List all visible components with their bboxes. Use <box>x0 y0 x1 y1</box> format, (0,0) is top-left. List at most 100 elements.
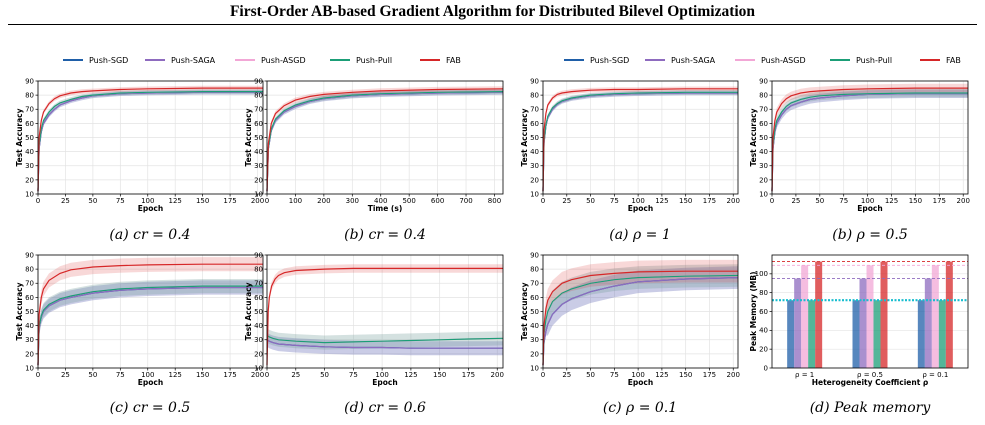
bar-push-asgd <box>801 265 809 368</box>
series-band-fab <box>267 264 503 368</box>
y-tick-label: 70 <box>759 106 768 114</box>
y-tick-label: 30 <box>25 336 34 344</box>
series-band-push-asgd <box>543 90 738 194</box>
series-line-push-saga <box>542 92 738 192</box>
y-tick-label: 50 <box>759 134 768 142</box>
legend-left: Push-SGD Push-SAGA Push-ASGD Push-Pull FAB <box>63 56 461 65</box>
x-tick-label: 150 <box>679 197 692 205</box>
legend-label-push-pull: Push-Pull <box>356 56 392 65</box>
x-tick-label: 300 <box>346 197 359 205</box>
x-tick-label: 100 <box>141 371 154 379</box>
x-axis-label: Epoch <box>857 204 882 213</box>
series-band-push-saga <box>772 89 968 194</box>
series-band-push-sgd <box>267 332 503 356</box>
x-axis-label: Epoch <box>628 204 653 213</box>
y-tick-label: 80 <box>25 92 34 100</box>
x-tick-label: 400 <box>374 197 387 205</box>
chart-b-cr-0.4-time: 0 100 200 300 400 500 600 700 800 10 20 30 40 50 60 70 8… <box>244 77 504 213</box>
x-tick-label: 125 <box>655 197 668 205</box>
x-tick-label: 75 <box>610 371 619 379</box>
series-line-push-pull <box>266 334 504 344</box>
chart-a-rho-1: 0 25 50 75 100 125 150 175 200 10 20 30 40 50 60 70 80 90… <box>520 77 740 213</box>
x-tick-label: 75 <box>349 371 358 379</box>
x-axis-label: Epoch <box>138 204 163 213</box>
legend-label-push-saga: Push-SAGA <box>171 56 216 65</box>
x-tick-label: 50 <box>815 197 824 205</box>
y-tick-label: 60 <box>530 294 539 302</box>
x-tick-label: 100 <box>631 197 644 205</box>
x-tick-label: 175 <box>462 371 475 379</box>
y-axis-label: Test Accuracy <box>15 282 24 340</box>
bar-fab <box>945 261 953 368</box>
caption-4: (a) ρ = 1 <box>609 227 671 243</box>
y-tick-label: 80 <box>530 266 539 274</box>
series-band-push-saga <box>38 280 263 368</box>
legend-label-fab: FAB <box>946 56 961 65</box>
x-tick-label: 100 <box>861 197 874 205</box>
y-tick-label: 70 <box>25 106 34 114</box>
series-band-push-pull <box>772 88 968 194</box>
x-tick-label: 500 <box>402 197 415 205</box>
y-tick-label: 80 <box>759 289 768 297</box>
x-tick-label: 0 <box>770 197 774 205</box>
series-band-push-pull <box>267 328 503 350</box>
x-axis-label: Epoch <box>372 378 397 387</box>
series-line-push-saga <box>771 93 968 192</box>
x-tick-label: 700 <box>459 197 472 205</box>
y-tick-label: 70 <box>25 280 34 288</box>
series-band-push-asgd <box>38 89 263 194</box>
y-tick-label: 50 <box>25 308 34 316</box>
y-tick-label: 50 <box>254 308 263 316</box>
y-tick-label: 30 <box>254 336 263 344</box>
x-tick-label: 200 <box>727 197 740 205</box>
x-tick-label: 100 <box>375 371 388 379</box>
y-tick-label: 20 <box>759 346 768 354</box>
series-line-push-sgd <box>37 91 263 192</box>
bar-push-pull <box>938 300 946 368</box>
bar-push-saga <box>859 278 867 368</box>
y-tick-label: 70 <box>530 106 539 114</box>
y-tick-label: 50 <box>530 308 539 316</box>
y-tick-label: 40 <box>759 148 768 156</box>
y-tick-label: 20 <box>530 176 539 184</box>
y-tick-label: 90 <box>25 251 34 259</box>
series-line-push-saga <box>37 91 263 192</box>
series-line-fab <box>37 263 263 366</box>
y-tick-label: 40 <box>254 322 263 330</box>
x-tick-label: 25 <box>791 197 800 205</box>
series-line-fab <box>771 87 968 192</box>
series-band-push-saga <box>267 332 503 356</box>
series-band-fab <box>772 83 968 194</box>
x-tick-label: ρ = 0.5 <box>857 371 883 379</box>
caption-1: (b) cr = 0.4 <box>344 227 426 243</box>
x-tick-label: 25 <box>61 197 70 205</box>
x-tick-label: 25 <box>562 197 571 205</box>
x-tick-label: 125 <box>885 197 898 205</box>
y-tick-label: 60 <box>25 294 34 302</box>
title-divider <box>8 24 977 25</box>
legend-label-fab: FAB <box>446 56 461 65</box>
y-tick-label: 40 <box>254 148 263 156</box>
y-tick-label: 20 <box>25 350 34 358</box>
y-tick-label: 20 <box>254 350 263 358</box>
series-line-push-pull <box>266 91 504 192</box>
x-tick-label: 50 <box>88 197 97 205</box>
series-band-push-saga <box>38 90 263 194</box>
bar-push-asgd <box>931 265 939 368</box>
x-axis-label: Heterogeneity Coefficient ρ <box>812 378 929 387</box>
legend-right: Push-SGD Push-SAGA Push-ASGD Push-Pull FAB <box>564 56 961 65</box>
y-tick-label: 20 <box>254 176 263 184</box>
series-band-push-sgd <box>543 90 738 194</box>
y-tick-label: 20 <box>530 350 539 358</box>
caption-2: (c) cr = 0.5 <box>110 400 191 416</box>
x-tick-label: 50 <box>88 371 97 379</box>
x-tick-label: 25 <box>562 371 571 379</box>
y-tick-label: 30 <box>530 162 539 170</box>
x-tick-label: 175 <box>933 197 946 205</box>
series-band-fab <box>38 257 263 368</box>
bar-push-pull <box>808 300 816 368</box>
y-tick-label: 80 <box>254 266 263 274</box>
chart-c-rho-0.1: 0 25 50 75 100 125 150 175 200 10 20 30 40 50 60 70 80 90… <box>520 251 740 387</box>
y-axis-label: Test Accuracy <box>15 108 24 166</box>
bar-fab <box>880 261 888 368</box>
